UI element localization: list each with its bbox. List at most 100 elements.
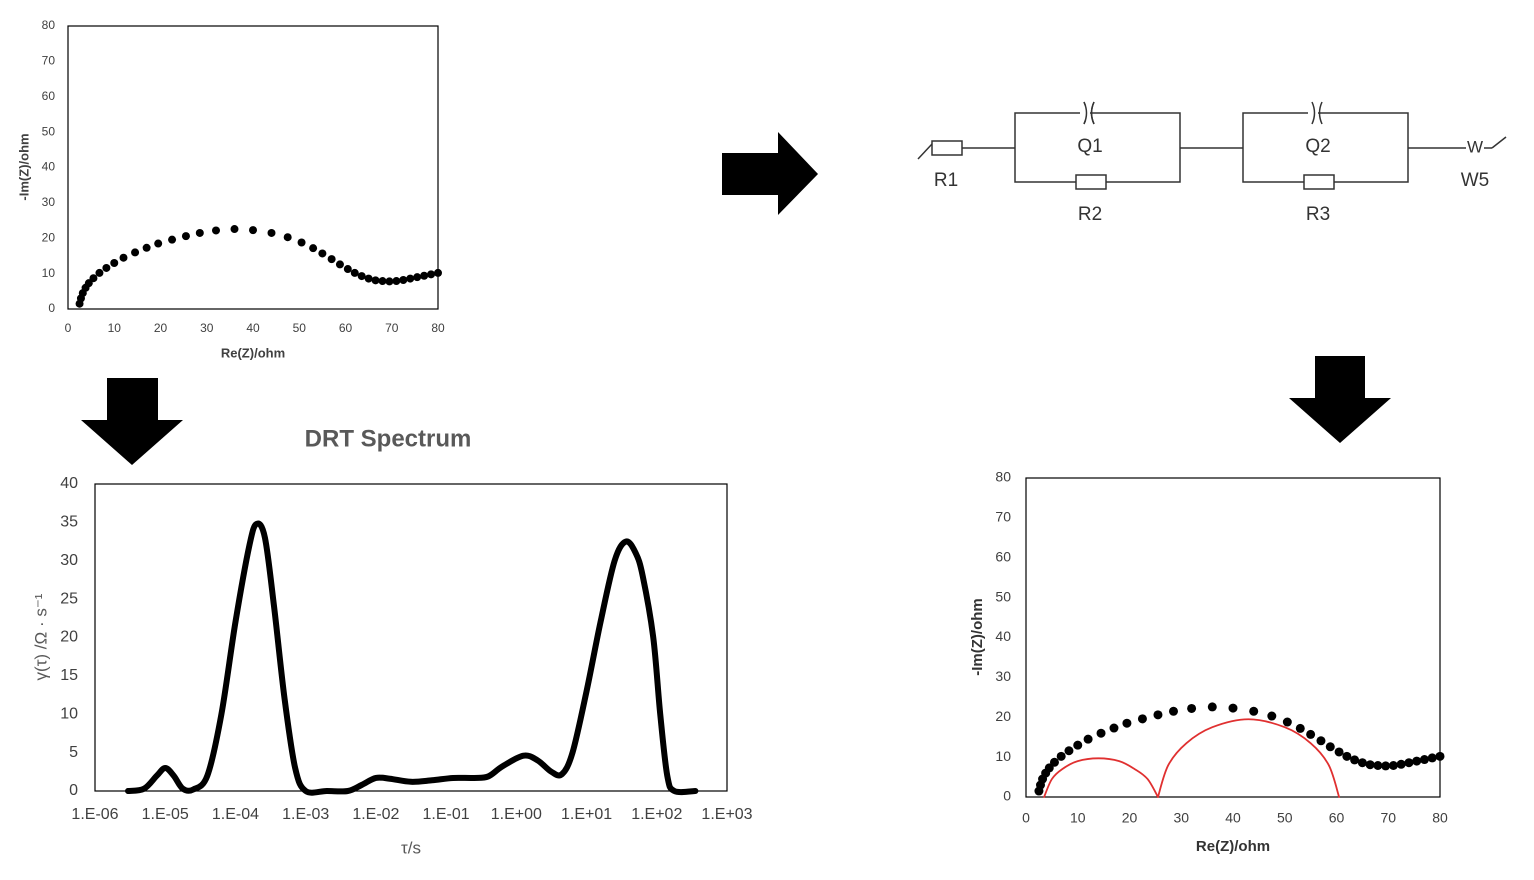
data-point: [1064, 746, 1074, 756]
y-tick-label: 40: [995, 628, 1011, 644]
arrow-right: [722, 132, 818, 215]
data-point: [1419, 755, 1429, 765]
x-tick-label: 1.E+01: [561, 806, 612, 823]
data-point: [1325, 742, 1335, 752]
data-point: [427, 270, 436, 279]
data-point: [392, 277, 401, 286]
data-point: [154, 239, 163, 248]
data-point: [327, 255, 336, 264]
x-tick-label: 10: [108, 321, 122, 335]
data-point: [399, 275, 408, 284]
x-tick-label: 40: [1225, 810, 1241, 826]
data-point: [1295, 723, 1305, 733]
data-point: [1083, 734, 1093, 744]
x-tick-label: 80: [1432, 810, 1448, 826]
arrow-down: [1289, 356, 1391, 443]
data-point: [1388, 760, 1398, 770]
data-point: [95, 268, 104, 277]
y-tick-label: 0: [48, 301, 55, 315]
x-tick-label: 1.E-01: [423, 806, 470, 823]
x-tick-label: 70: [1380, 810, 1396, 826]
data-point: [1365, 760, 1375, 770]
x-tick-label: 1.E-06: [71, 806, 118, 823]
data-point: [1282, 717, 1292, 727]
plot-area: [1025, 477, 1441, 798]
data-point: [1249, 706, 1259, 716]
data-point: [195, 228, 204, 237]
y-tick-label: 50: [42, 124, 56, 138]
y-tick-label: 10: [995, 748, 1011, 764]
y-tick-label: 20: [995, 708, 1011, 724]
x-tick-label: 40: [246, 321, 260, 335]
data-point: [249, 226, 257, 235]
cpe: [1083, 101, 1095, 125]
data-point: [1137, 714, 1147, 724]
component-label: R2: [1078, 204, 1102, 225]
resistor: [1303, 174, 1335, 190]
x-tick-label: 20: [154, 321, 168, 335]
data-line: [1157, 718, 1340, 798]
plot-area: [94, 483, 728, 792]
data-point: [364, 274, 373, 283]
x-tick-label: 20: [1122, 810, 1138, 826]
data-point: [1096, 728, 1106, 738]
y-tick-label: 40: [42, 160, 56, 174]
data-point: [168, 235, 177, 244]
data-point: [1373, 760, 1383, 770]
data-point: [1073, 740, 1083, 750]
y-tick-label: 20: [60, 629, 78, 646]
data-line: [124, 520, 699, 796]
y-tick-label: 0: [69, 782, 78, 799]
x-tick-label: 60: [339, 321, 353, 335]
component-label: Q2: [1305, 136, 1330, 157]
data-point: [1316, 736, 1326, 746]
x-tick-label: 70: [385, 321, 399, 335]
data-point: [131, 248, 140, 257]
data-point: [1342, 751, 1352, 761]
data-point: [1049, 757, 1059, 767]
y-tick-label: 30: [60, 552, 78, 569]
resistor: [931, 140, 963, 156]
x-tick-label: 80: [431, 321, 445, 335]
circuit: R1 Q1 R2 Q2 R3 W5 W: [917, 101, 1507, 225]
data-point: [406, 274, 415, 283]
data-point: [1334, 747, 1344, 757]
data-point: [318, 249, 327, 258]
x-tick-label: 0: [65, 321, 72, 335]
data-point: [350, 268, 359, 277]
data-point: [89, 274, 98, 283]
y-tick-label: 50: [995, 588, 1011, 604]
x-tick-label: 1.E-04: [212, 806, 259, 823]
arrow-down: [81, 378, 183, 465]
y-tick-label: 5: [69, 744, 78, 761]
data-point: [1435, 751, 1445, 761]
data-point: [1122, 718, 1132, 728]
cpe-gap: [1080, 106, 1090, 120]
data-point: [267, 228, 276, 237]
data-point: [212, 226, 220, 235]
x-tick-label: 1.E+00: [491, 806, 542, 823]
data-point: [1168, 706, 1178, 716]
y-tick-label: 20: [42, 230, 56, 244]
data-line: [1043, 757, 1159, 798]
x-tick-label: 0: [1022, 810, 1030, 826]
data-point: [1153, 710, 1163, 720]
y-tick-label: 15: [60, 667, 78, 684]
data-point: [413, 273, 422, 282]
y-tick-label: 60: [995, 548, 1011, 564]
y-tick-label: 10: [42, 266, 56, 280]
cpe: [1311, 101, 1323, 125]
data-point: [1267, 711, 1277, 721]
data-point: [1207, 702, 1217, 712]
data-point: [1412, 756, 1422, 766]
data-point: [110, 259, 119, 268]
y-tick-label: 35: [60, 514, 78, 531]
x-axis-label: Re(Z)/ohm: [221, 345, 285, 360]
data-point: [378, 277, 387, 286]
x-tick-label: 1.E-02: [352, 806, 399, 823]
data-point: [371, 276, 380, 285]
x-tick-label: 10: [1070, 810, 1086, 826]
y-tick-label: 70: [42, 54, 56, 68]
data-point: [1404, 758, 1414, 768]
